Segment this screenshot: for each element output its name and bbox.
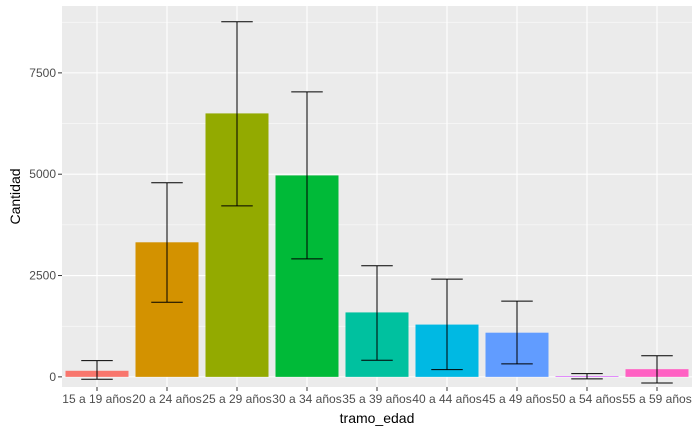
error-bar-5: [361, 265, 393, 361]
y-axis-title: Cantidad: [7, 168, 23, 224]
y-tick-label: 2500: [29, 269, 56, 283]
x-axis-title: tramo_edad: [340, 410, 415, 426]
error-bar-7: [501, 300, 533, 365]
x-tick-label: 50 a 54 años: [552, 392, 621, 406]
error-bar-9: [641, 355, 673, 384]
y-axis: 0 2500 5000 7500: [29, 66, 62, 384]
error-bar-2: [151, 182, 183, 303]
x-axis: 15 a 19 años 20 a 24 años 25 a 29 años 30 a…: [62, 387, 692, 406]
error-bar-6: [431, 278, 463, 371]
x-tick-label: 35 a 39 años: [342, 392, 411, 406]
y-tick-label: 0: [49, 370, 56, 384]
x-tick-label: 30 a 34 años: [272, 392, 341, 406]
error-bar-3: [221, 21, 253, 207]
error-bar-4: [291, 91, 323, 260]
x-tick-label: 20 a 24 años: [132, 392, 201, 406]
x-tick-label: 15 a 19 años: [62, 392, 131, 406]
x-tick-label: 25 a 29 años: [202, 392, 271, 406]
y-tick-label: 5000: [29, 167, 56, 181]
error-bars: [81, 21, 673, 384]
x-tick-label: 55 a 59 años: [622, 392, 691, 406]
error-bar-1: [81, 360, 113, 380]
y-tick-label: 7500: [29, 66, 56, 80]
x-tick-label: 40 a 44 años: [412, 392, 481, 406]
error-bar-8: [571, 373, 603, 380]
x-tick-label: 45 a 49 años: [482, 392, 551, 406]
